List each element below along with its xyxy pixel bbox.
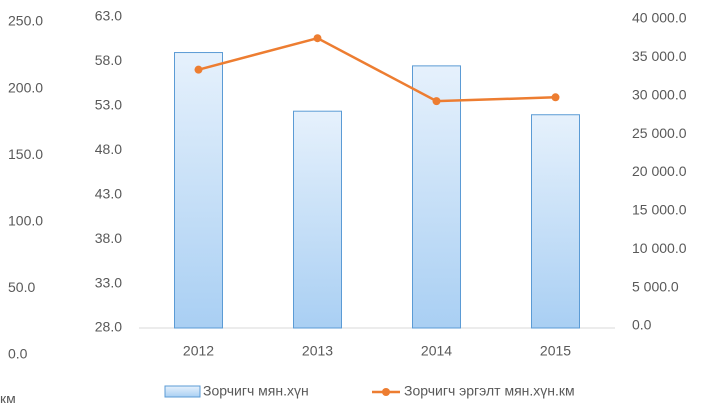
line: [198, 36, 556, 103]
legend-swatch: [382, 388, 390, 396]
y2-tick-label: 20 000.0: [632, 163, 687, 179]
y3-tick-label: 50.0: [8, 279, 35, 295]
y2-tick-label: 35 000.0: [632, 48, 687, 64]
y3-tick-label: 200.0: [8, 79, 43, 95]
y-tick-label: 38.0: [95, 230, 122, 246]
bar: [293, 110, 342, 329]
legend-swatch: [164, 385, 201, 398]
axis-label: км: [0, 391, 16, 403]
y-tick-label: 58.0: [95, 52, 122, 68]
y3-tick-label: 150.0: [8, 146, 43, 162]
y3-tick-label: 100.0: [8, 213, 43, 229]
x-tick-label: 2015: [540, 343, 571, 359]
bar: [412, 65, 461, 329]
y2-tick-label: 10 000.0: [632, 240, 687, 256]
y2-tick-label: 40 000.0: [632, 10, 687, 26]
y-tick-label: 48.0: [95, 141, 122, 157]
line-marker: [313, 34, 322, 43]
y-tick-label: 33.0: [95, 274, 122, 290]
x-tick-label: 2012: [183, 343, 214, 359]
y-tick-label: 28.0: [95, 319, 122, 335]
line-marker: [194, 65, 203, 74]
y-tick-label: 43.0: [95, 185, 122, 201]
bar: [174, 52, 223, 329]
y2-tick-label: 5 000.0: [632, 278, 679, 294]
y2-tick-label: 0.0: [632, 317, 652, 333]
y3-tick-label: 0.0: [8, 346, 28, 362]
y2-tick-label: 25 000.0: [632, 125, 687, 141]
line-marker: [551, 93, 560, 102]
x-tick-label: 2014: [421, 343, 452, 359]
y2-tick-label: 15 000.0: [632, 202, 687, 218]
y2-tick-label: 30 000.0: [632, 86, 687, 102]
y-tick-label: 53.0: [95, 97, 122, 113]
bar: [531, 114, 580, 329]
y3-tick-label: 250.0: [8, 13, 43, 29]
legend-label: Зорчигч эргэлт мян.хүн.км: [404, 383, 575, 399]
line-marker: [432, 97, 441, 106]
legend-label: Зорчигч мян.хүн: [203, 383, 309, 399]
y-tick-label: 63.0: [95, 8, 122, 24]
x-tick-label: 2013: [302, 343, 333, 359]
